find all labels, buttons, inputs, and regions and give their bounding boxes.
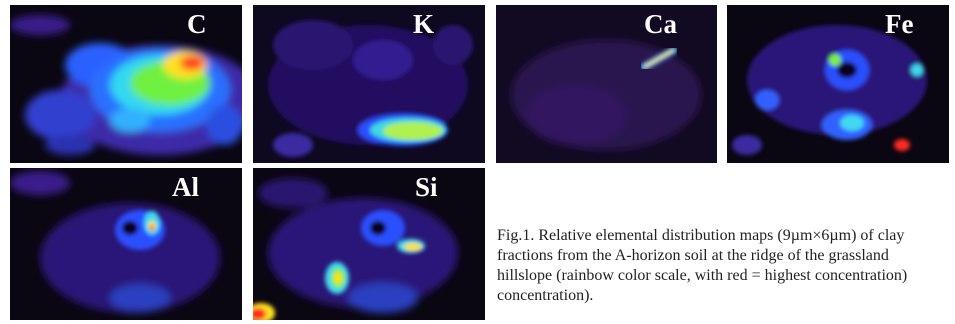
map-label-fe: Fe bbox=[885, 9, 914, 39]
map-fe-image bbox=[727, 5, 949, 163]
map-k-image bbox=[253, 5, 485, 163]
element-map-fe: Fe bbox=[727, 5, 949, 163]
map-ca-image bbox=[496, 5, 717, 163]
map-label-c: C bbox=[187, 9, 207, 39]
element-map-c: C bbox=[10, 5, 242, 163]
map-si-image bbox=[253, 168, 485, 320]
map-label-k: K bbox=[413, 9, 435, 39]
element-map-si: Si bbox=[253, 168, 485, 320]
map-label-ca: Ca bbox=[644, 9, 677, 39]
element-map-ca: Ca bbox=[496, 5, 717, 163]
map-c-image bbox=[10, 5, 242, 163]
map-label-al: Al bbox=[172, 172, 199, 202]
map-al-image bbox=[10, 168, 242, 320]
element-map-k: K bbox=[253, 5, 485, 163]
map-label-si: Si bbox=[415, 172, 438, 202]
figure-caption: Fig.1. Relative elemental distribution m… bbox=[497, 227, 908, 304]
element-map-al: Al bbox=[10, 168, 242, 320]
